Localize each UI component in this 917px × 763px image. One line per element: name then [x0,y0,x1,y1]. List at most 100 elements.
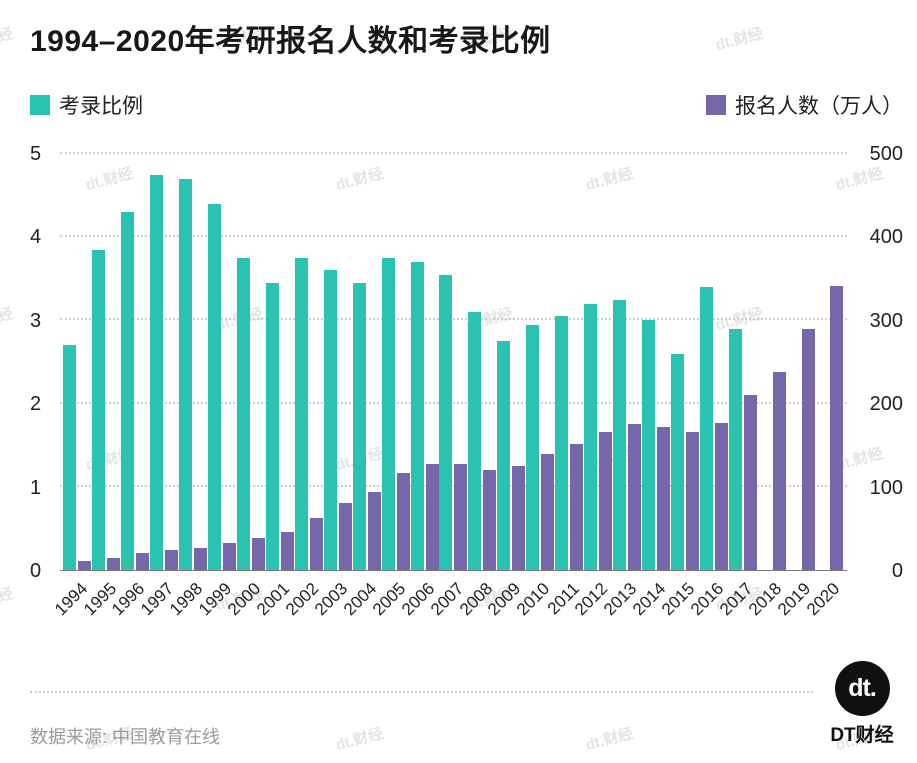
ratio-bar [150,174,164,570]
bar-group: 2000 [224,154,266,619]
bar-group: 2017 [716,154,757,619]
axis-tick-label: 0 [30,560,42,582]
applicants-bar [280,531,294,570]
gridline [60,484,847,487]
applicants-bar [194,547,208,570]
x-axis-label: 2020 [802,579,843,620]
plot-area: 1994 1995 1996 1997 1998 1999 2000 2001 2002 2003… [51,152,847,619]
ratio-bar [670,353,684,570]
bar-group: 2006 [398,154,439,619]
applicants-bar [512,466,526,570]
legend: 考录比例 报名人数（万人） [30,90,903,120]
applicants-bar [685,431,699,570]
bar-group: 2004 [340,154,381,619]
gridline [60,152,847,154]
applicants-bar [541,453,555,570]
applicants-bar [656,426,670,570]
legend-item-applicants: 报名人数（万人） [706,90,903,120]
bar-group: 1997 [137,154,179,619]
bar-group: 2011 [543,154,584,618]
ratio-bar [641,320,655,570]
axis-tick-label: 200 [869,393,903,416]
applicants-bar [309,517,323,570]
applicants-bar [627,423,641,570]
bar-group: 2015 [658,154,699,619]
ratio-bar [555,316,569,570]
left-axis: 0 1 2 3 4 5 [30,144,60,581]
bar-group: 2020 [803,154,844,619]
ratio-bar [699,287,713,570]
applicants-bar [107,557,121,570]
ratio-bar [323,270,337,570]
ratio-bar [439,274,453,570]
applicants-bar [772,371,786,570]
page-title: 1994–2020年考研报名人数和考录比例 [30,25,551,58]
legend-applicants-label: 报名人数（万人） [735,95,903,118]
applicants-bar [483,470,497,570]
applicants-bar [425,463,439,570]
applicants-bar [78,560,92,570]
axis-tick-label: 0 [891,560,903,582]
gridline [60,401,847,404]
bar-group: 2012 [571,154,613,619]
bar-group: 2008 [456,154,497,619]
ratio-bar [236,258,250,570]
ratio-bar [208,203,222,570]
ratio-bar [121,212,135,570]
bar-group: 2002 [282,154,323,619]
footer-divider [30,691,813,693]
applicants-bar [454,463,468,570]
legend-ratio-label: 考录比例 [59,95,143,118]
axis-tick-label: 500 [869,143,903,165]
bar-group: 2016 [687,154,728,619]
legend-item-ratio: 考录比例 [30,90,143,120]
ratio-bar [410,262,424,570]
bar-group: 2009 [485,154,526,619]
ratio-bar [63,345,77,570]
bar-group: 1994 [51,154,92,619]
ratio-bar [468,312,482,570]
applicants-bar [830,286,844,570]
bar-group: 1995 [80,154,121,619]
bar-group: 2018 [745,154,786,619]
bar-group: 1999 [195,154,237,619]
gridline [60,235,847,238]
axis-tick-label: 4 [30,226,42,249]
watermark-text: dt.财经 [583,725,635,754]
bar-group: 2001 [253,154,294,619]
ratio-bar [584,303,598,570]
axis-tick-label: 2 [30,393,42,416]
axis-tick-label: 3 [30,309,42,332]
ratio-bar [497,341,511,570]
ratio-bar [179,178,193,570]
applicants-bar [743,395,757,570]
ratio-bar [612,299,626,570]
bar-group: 1996 [109,154,150,619]
watermark-text: dt.财经 [0,585,15,614]
axis-tick-label: 100 [869,476,903,499]
applicants-bar [367,491,381,570]
ratio-swatch [30,95,50,115]
axis-tick-label: 400 [869,226,903,249]
bar-group: 2003 [311,154,352,619]
applicants-bar [599,431,613,570]
applicants-bar [136,553,150,570]
dt-logo: dt. DT财经 [825,661,899,747]
bar-group: 1998 [166,154,208,619]
applicants-bar [338,503,352,570]
applicants-swatch [706,95,726,115]
applicants-bar [223,543,237,570]
gridline [60,318,847,321]
applicants-bar [251,537,265,570]
bar-group: 2014 [629,154,670,619]
bar-group: 2013 [600,154,642,619]
ratio-bar [92,249,106,570]
applicants-bar [165,550,179,570]
ratio-bar [294,258,308,570]
axis-tick-label: 300 [869,309,903,332]
bar-group: 2010 [513,154,555,619]
ratio-bar [265,282,279,570]
bar-group: 2005 [369,154,410,619]
